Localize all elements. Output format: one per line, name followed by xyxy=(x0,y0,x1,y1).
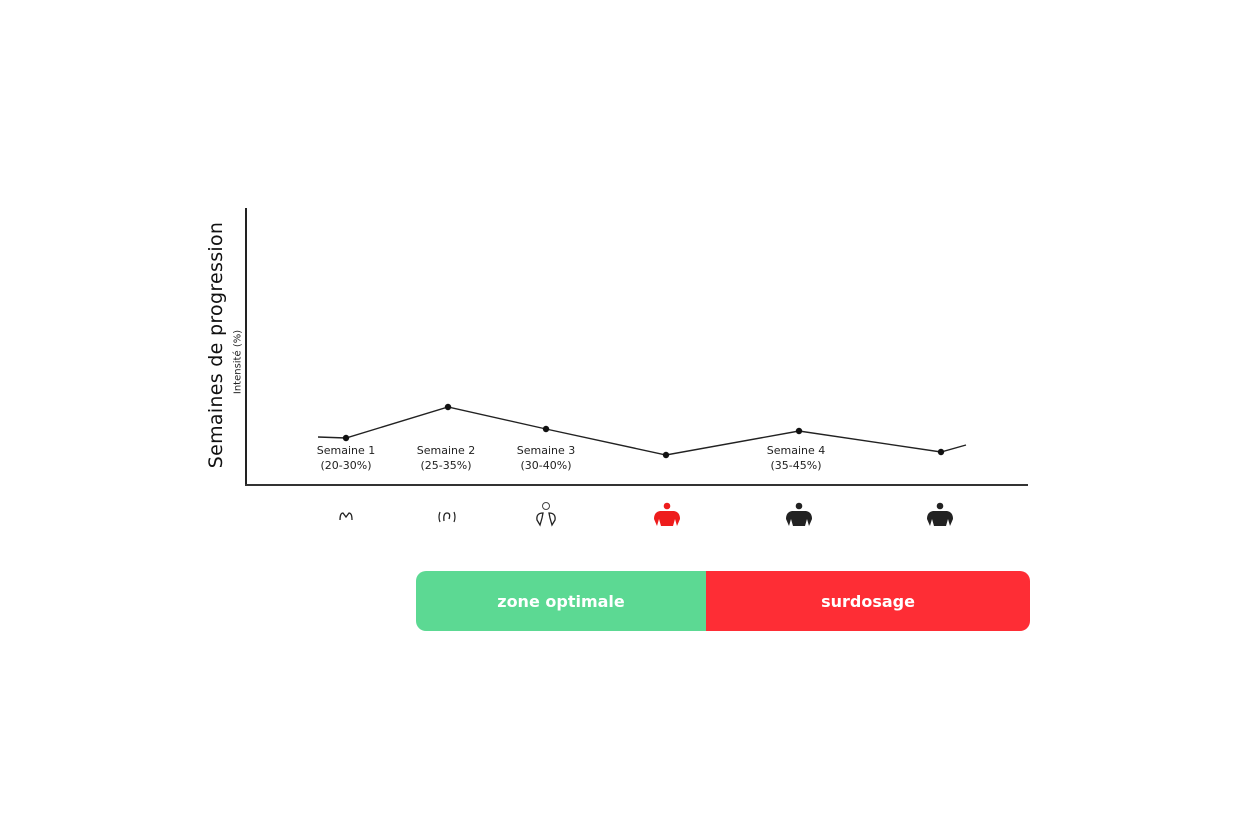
week-range: (35-45%) xyxy=(770,459,822,472)
week-range: (25-35%) xyxy=(420,459,472,472)
week-range: (30-40%) xyxy=(520,459,572,472)
outline-figure-icon xyxy=(339,512,353,521)
week-name: Semaine 3 xyxy=(516,444,576,457)
zone-overdose: surdosage xyxy=(706,571,1030,631)
week-name: Semaine 4 xyxy=(766,444,826,457)
data-point xyxy=(444,403,452,411)
progression-line xyxy=(317,406,967,456)
week-2-label: Semaine 2 (25-35%) xyxy=(396,443,496,473)
outline-figure-icon xyxy=(438,511,456,523)
week-name: Semaine 2 xyxy=(416,444,476,457)
data-point xyxy=(342,434,350,442)
y-axis-sublabel: Intensité (%) xyxy=(232,329,244,395)
week-range: (20-30%) xyxy=(320,459,372,472)
person-icon-dark xyxy=(786,502,812,526)
y-axis-label: Semaines de progression xyxy=(205,221,227,469)
outline-figure-arms-icon xyxy=(536,502,556,527)
zone-optimal: zone optimale xyxy=(416,571,706,631)
week-name: Semaine 1 xyxy=(316,444,376,457)
person-icon-dark xyxy=(927,502,953,526)
data-point xyxy=(937,448,945,456)
data-point xyxy=(542,425,550,433)
data-markers xyxy=(342,403,945,459)
zone-bar: zone optimale surdosage xyxy=(416,571,1030,631)
person-icon-red xyxy=(654,502,680,526)
data-point xyxy=(795,427,803,435)
week-4-label: Semaine 4 (35-45%) xyxy=(746,443,846,473)
data-point xyxy=(662,451,670,459)
week-1-label: Semaine 1 (20-30%) xyxy=(296,443,396,473)
week-3-label: Semaine 3 (30-40%) xyxy=(496,443,596,473)
